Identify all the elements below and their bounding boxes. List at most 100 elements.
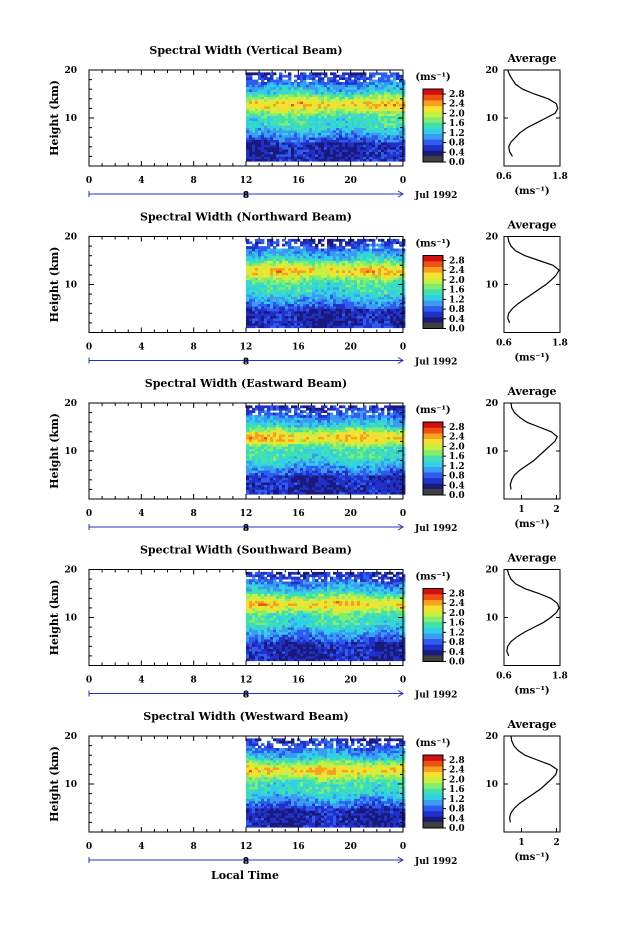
heatmap-cell bbox=[393, 91, 397, 95]
heatmap-cell bbox=[309, 98, 313, 102]
heatmap-cell bbox=[354, 120, 358, 124]
heatmap-cell bbox=[348, 149, 352, 152]
heatmap-cell bbox=[285, 434, 289, 437]
heatmap-cell bbox=[339, 108, 343, 112]
heatmap-cell bbox=[249, 260, 253, 264]
heatmap-cell bbox=[255, 154, 259, 157]
heatmap-cell bbox=[318, 113, 322, 116]
heatmap-cell bbox=[288, 434, 292, 437]
heatmap-cell bbox=[273, 118, 277, 121]
heatmap-cell bbox=[327, 282, 331, 285]
heatmap-cell bbox=[255, 308, 259, 312]
heatmap-cell bbox=[396, 270, 400, 273]
heatmap-cell bbox=[369, 286, 373, 290]
heatmap-cell bbox=[261, 477, 265, 481]
heatmap-cell bbox=[303, 417, 307, 421]
heatmap-cell bbox=[315, 130, 319, 133]
heatmap-cell bbox=[330, 120, 334, 124]
heatmap-cell bbox=[255, 142, 259, 145]
heatmap-cell bbox=[342, 132, 346, 136]
heatmap-cell bbox=[375, 260, 379, 264]
heatmap-cell bbox=[279, 405, 283, 409]
heatmap-cell bbox=[306, 84, 310, 88]
heatmap-cell bbox=[282, 467, 286, 471]
colorbar-tick-label: 2.0 bbox=[449, 276, 465, 286]
heatmap-cell bbox=[267, 467, 271, 471]
heatmap-cell bbox=[252, 272, 256, 276]
heatmap-cell bbox=[318, 115, 322, 119]
heatmap-cell bbox=[402, 79, 406, 83]
heatmap-cell bbox=[258, 82, 262, 85]
heatmap-cell bbox=[276, 318, 280, 321]
heatmap-cell bbox=[381, 125, 385, 128]
heatmap-cell bbox=[288, 134, 292, 138]
heatmap-cell bbox=[375, 320, 379, 324]
heatmap-cell bbox=[291, 484, 295, 488]
heatmap-cell bbox=[318, 255, 322, 259]
heatmap-cell bbox=[360, 260, 364, 264]
heatmap-cell bbox=[294, 410, 298, 413]
heatmap-cell bbox=[246, 451, 250, 454]
heatmap-cell bbox=[306, 108, 310, 112]
heatmap-cell bbox=[315, 315, 319, 319]
heatmap-cell bbox=[360, 310, 364, 314]
heatmap-cell bbox=[393, 286, 397, 290]
heatmap-cell bbox=[369, 265, 373, 269]
heatmap-cell bbox=[318, 284, 322, 288]
heatmap-cell bbox=[270, 110, 274, 114]
heatmap-cell bbox=[252, 84, 256, 88]
heatmap-cell bbox=[321, 103, 325, 107]
heatmap-cell bbox=[315, 91, 319, 95]
heatmap-cell bbox=[297, 489, 301, 493]
heatmap-cell bbox=[267, 451, 271, 454]
heatmap-cell bbox=[324, 306, 328, 309]
heatmap-cell bbox=[321, 260, 325, 264]
heatmap-cell bbox=[306, 86, 310, 90]
heatmap-cell bbox=[270, 274, 274, 278]
heatmap-cell bbox=[300, 115, 304, 119]
heatmap-cell bbox=[264, 258, 268, 261]
heatmap-cell bbox=[252, 429, 256, 433]
heatmap-cell bbox=[267, 279, 271, 283]
heatmap-cell bbox=[258, 149, 262, 152]
heatmap-cell bbox=[390, 250, 394, 254]
heatmap-cell bbox=[288, 446, 292, 449]
heatmap-cell bbox=[267, 410, 271, 413]
heatmap-cell bbox=[378, 84, 382, 88]
heatmap-cell bbox=[402, 98, 406, 102]
heatmap-cell bbox=[255, 282, 259, 285]
heatmap-cell bbox=[252, 477, 256, 481]
heatmap-cell bbox=[285, 306, 289, 309]
heatmap-cell bbox=[261, 289, 265, 293]
heatmap-cell bbox=[336, 134, 340, 138]
heatmap-cell bbox=[357, 277, 361, 281]
heatmap-cell bbox=[360, 238, 364, 242]
heatmap-cell bbox=[315, 146, 319, 150]
heatmap-cell bbox=[258, 94, 262, 97]
heatmap-cell bbox=[396, 120, 400, 124]
heatmap-cell bbox=[291, 158, 295, 162]
heatmap-cell bbox=[267, 296, 271, 300]
heatmap-cell bbox=[276, 477, 280, 481]
heatmap-cell bbox=[273, 424, 277, 428]
heatmap-cell bbox=[387, 118, 391, 121]
heatmap-cell bbox=[372, 118, 376, 121]
heatmap-cell bbox=[273, 113, 277, 116]
heatmap-cell bbox=[276, 460, 280, 464]
heatmap-cell bbox=[324, 250, 328, 254]
heatmap-cell bbox=[345, 132, 349, 136]
heatmap-cell bbox=[312, 286, 316, 290]
heatmap-cell bbox=[354, 267, 358, 271]
heatmap-cell bbox=[348, 308, 352, 312]
heatmap-cell bbox=[363, 289, 367, 293]
heatmap-cell bbox=[321, 463, 325, 466]
heatmap-cell bbox=[255, 470, 259, 473]
heatmap-cell bbox=[267, 127, 271, 131]
heatmap-cell bbox=[339, 110, 343, 114]
heatmap-cell bbox=[390, 132, 394, 136]
heatmap-cell bbox=[246, 246, 250, 249]
heatmap-cell bbox=[342, 130, 346, 133]
colorbar-floor bbox=[423, 322, 443, 329]
heatmap-cell bbox=[255, 267, 259, 271]
heatmap-cell bbox=[333, 101, 337, 104]
